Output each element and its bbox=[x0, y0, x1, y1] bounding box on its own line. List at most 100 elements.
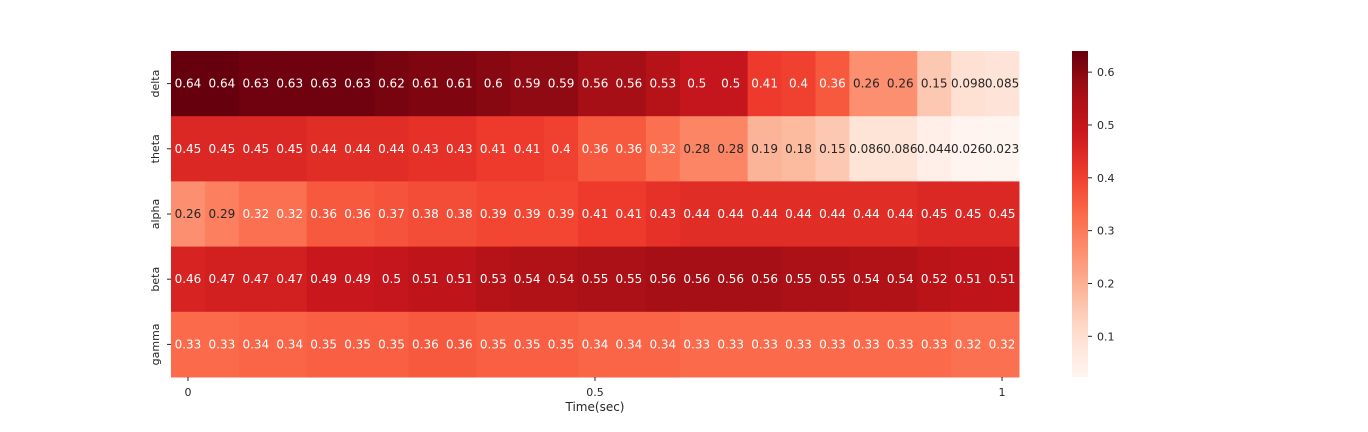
cell-value-label: 0.026 bbox=[951, 142, 985, 156]
cell-value-label: 0.33 bbox=[819, 337, 846, 351]
heatmap-cell bbox=[171, 246, 206, 313]
cell-value-label: 0.33 bbox=[717, 337, 744, 351]
heatmap-cell bbox=[645, 116, 681, 182]
heatmap-cell bbox=[171, 311, 206, 378]
cell-value-label: 0.39 bbox=[514, 207, 541, 221]
x-tick-label: 0 bbox=[184, 386, 191, 399]
heatmap-cell bbox=[815, 311, 850, 378]
heatmap-cell bbox=[306, 311, 342, 378]
heatmap-cell bbox=[917, 51, 952, 117]
heatmap-cell bbox=[883, 116, 918, 182]
heatmap-cell bbox=[204, 181, 240, 248]
heatmap-cell bbox=[272, 51, 308, 117]
cell-value-label: 0.43 bbox=[412, 142, 439, 156]
heatmap-cell bbox=[849, 51, 884, 117]
cell-value-label: 0.28 bbox=[717, 142, 744, 156]
cell-value-label: 0.33 bbox=[921, 337, 948, 351]
cell-value-label: 0.64 bbox=[175, 77, 202, 91]
heatmap-cell bbox=[306, 246, 342, 313]
heatmap-cell bbox=[849, 246, 884, 313]
cell-value-label: 0.37 bbox=[378, 207, 405, 221]
cell-value-label: 0.47 bbox=[242, 272, 269, 286]
cell-value-label: 0.56 bbox=[649, 272, 676, 286]
cell-value-label: 0.023 bbox=[985, 142, 1019, 156]
cell-value-label: 0.35 bbox=[514, 337, 541, 351]
cell-value-label: 0.44 bbox=[751, 207, 778, 221]
cell-value-label: 0.36 bbox=[412, 337, 439, 351]
cell-value-label: 0.56 bbox=[717, 272, 744, 286]
cell-value-label: 0.35 bbox=[310, 337, 337, 351]
cell-value-label: 0.54 bbox=[853, 272, 880, 286]
heatmap-cell bbox=[747, 51, 783, 117]
heatmap-cell bbox=[645, 246, 681, 313]
cell-value-label: 0.6 bbox=[484, 77, 503, 91]
cell-value-label: 0.34 bbox=[649, 337, 676, 351]
heatmap-cell bbox=[578, 116, 613, 182]
cell-value-label: 0.46 bbox=[175, 272, 202, 286]
heatmap-cell bbox=[917, 181, 952, 248]
heatmap-cell bbox=[747, 246, 783, 313]
cell-value-label: 0.085 bbox=[985, 77, 1019, 91]
cell-value-label: 0.44 bbox=[683, 207, 710, 221]
heatmap-cell bbox=[272, 246, 308, 313]
cell-value-label: 0.18 bbox=[785, 142, 812, 156]
cell-value-label: 0.52 bbox=[921, 272, 948, 286]
colorbar-tick-label: 0.2 bbox=[1097, 277, 1115, 290]
heatmap-cell bbox=[611, 116, 647, 182]
heatmap-cell bbox=[374, 181, 409, 248]
heatmap-cell bbox=[171, 181, 206, 248]
heatmap-cell bbox=[578, 246, 613, 313]
heatmap-cell bbox=[204, 116, 240, 182]
cell-value-label: 0.51 bbox=[955, 272, 982, 286]
heatmap-cell bbox=[374, 246, 409, 313]
row-label: delta bbox=[149, 70, 162, 98]
cell-value-label: 0.51 bbox=[412, 272, 439, 286]
cell-value-label: 0.38 bbox=[412, 207, 439, 221]
row-label: alpha bbox=[149, 199, 162, 230]
row-label: beta bbox=[149, 267, 162, 292]
cell-value-label: 0.15 bbox=[819, 142, 846, 156]
colorbar-ticks: 0.1 0.2 0.3 0.4 0.5 0.6 bbox=[1088, 66, 1115, 343]
heatmap-cell bbox=[408, 181, 443, 248]
heatmap-cell bbox=[510, 181, 545, 248]
cell-value-label: 0.044 bbox=[917, 142, 951, 156]
heatmap-cell bbox=[408, 311, 443, 378]
heatmap-cell bbox=[544, 51, 579, 117]
heatmap-cell bbox=[917, 311, 952, 378]
heatmap-cell bbox=[611, 246, 647, 313]
heatmap-cell bbox=[883, 311, 918, 378]
cell-value-label: 0.29 bbox=[209, 207, 236, 221]
cell-value-label: 0.38 bbox=[446, 207, 473, 221]
heatmap-cell bbox=[374, 116, 409, 182]
cell-value-label: 0.45 bbox=[276, 142, 303, 156]
cell-value-label: 0.45 bbox=[242, 142, 269, 156]
heatmap-cell bbox=[951, 311, 986, 378]
cell-value-label: 0.63 bbox=[276, 77, 303, 91]
cell-value-label: 0.43 bbox=[446, 142, 473, 156]
heatmap-cell bbox=[713, 51, 749, 117]
heatmap-cell bbox=[645, 181, 681, 248]
heatmap-cell bbox=[747, 181, 783, 248]
heatmap-cell bbox=[917, 116, 952, 182]
cell-value-label: 0.54 bbox=[548, 272, 575, 286]
cell-value-label: 0.33 bbox=[853, 337, 880, 351]
row-labels: delta theta alpha beta gamma bbox=[149, 70, 171, 365]
cell-value-label: 0.44 bbox=[887, 207, 914, 221]
heatmap-cell bbox=[442, 51, 477, 117]
cell-value-label: 0.36 bbox=[344, 207, 371, 221]
cell-value-label: 0.41 bbox=[514, 142, 541, 156]
cell-value-label: 0.63 bbox=[242, 77, 269, 91]
cell-value-label: 0.44 bbox=[853, 207, 880, 221]
heatmap-cell bbox=[510, 311, 545, 378]
heatmap-cell bbox=[679, 116, 715, 182]
colorbar bbox=[1072, 51, 1088, 377]
heatmap-cell bbox=[340, 181, 376, 248]
cell-value-label: 0.56 bbox=[616, 77, 643, 91]
heatmap-cell bbox=[544, 116, 579, 182]
heatmap-cells: 0.64 0.64 0.63 0.63 0.63 0.63 0.62 0.61 0.61 0.6 0… bbox=[171, 51, 1020, 378]
cell-value-label: 0.32 bbox=[242, 207, 269, 221]
cell-value-label: 0.56 bbox=[582, 77, 609, 91]
cell-value-label: 0.36 bbox=[819, 77, 846, 91]
heatmap-cell bbox=[442, 311, 477, 378]
cell-value-label: 0.33 bbox=[683, 337, 710, 351]
